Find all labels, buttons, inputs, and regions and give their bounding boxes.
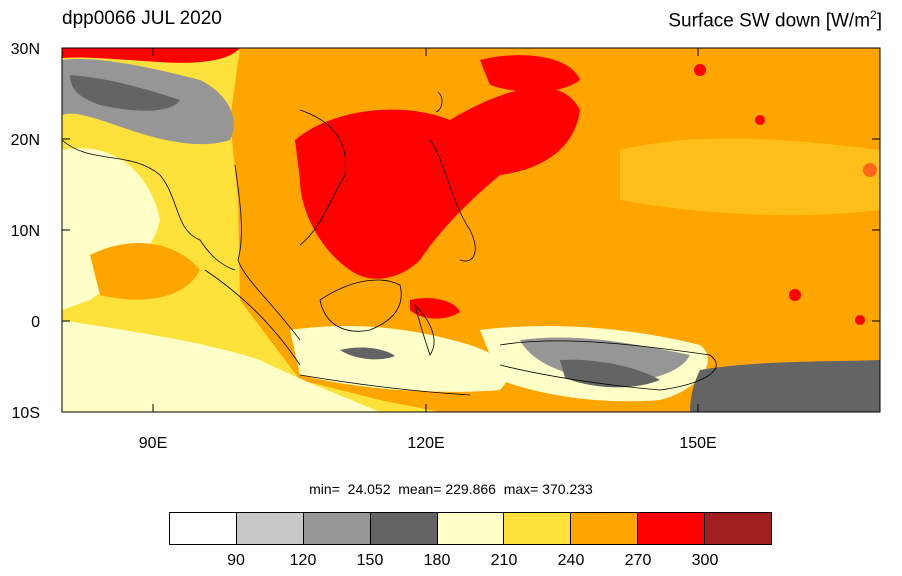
colorbar-label-150: 150	[356, 552, 384, 569]
coast-borneo	[319, 279, 402, 332]
colorbar-label-210: 210	[490, 552, 518, 569]
field-new-guinea-150	[520, 337, 690, 382]
field-scs-300	[295, 87, 580, 279]
units-superscript: 2	[870, 8, 877, 22]
coast-sulawesi	[414, 304, 435, 356]
variable-title: Surface SW down [W/m2]	[668, 8, 882, 32]
map-title: dpp0066 JUL 2020	[62, 8, 222, 29]
field-new-guinea-180	[560, 359, 660, 388]
field-tibet-180	[70, 75, 180, 111]
coast-malay-peninsula	[234, 164, 301, 341]
lon-label-150e: 150E	[679, 435, 716, 452]
field-north-300	[62, 48, 240, 63]
coast-new-guinea	[499, 340, 717, 391]
colorbar-swatch-7	[638, 513, 706, 544]
colorbar-label-90: 90	[227, 552, 245, 569]
field-solomon-180	[690, 360, 880, 412]
coast-java	[299, 374, 471, 396]
colorbar-label-180: 180	[423, 552, 451, 569]
field-speck-1	[694, 64, 706, 76]
field-indian-ocean-210	[62, 148, 160, 310]
variable-title-main: Surface SW down [W/m	[668, 10, 871, 32]
colorbar-swatch-5	[504, 513, 572, 544]
field-west-pacific-300	[480, 55, 580, 92]
colorbar-swatch-0	[170, 513, 237, 544]
colorbar-label-270: 270	[624, 552, 652, 569]
field-speck-2	[755, 115, 765, 125]
colorbar-swatch-1	[236, 513, 304, 544]
colorbar-swatch-8	[705, 513, 772, 544]
field-speck-5	[855, 315, 865, 325]
lat-label-0: 0	[31, 314, 40, 331]
lon-label-90e: 90E	[139, 435, 167, 452]
lon-labels: 90E 120E 150E	[139, 435, 717, 452]
lat-label-10s: 10S	[12, 405, 40, 422]
colorbar-label-120: 120	[289, 552, 317, 569]
field-speck-3	[863, 163, 877, 177]
colorbar	[169, 512, 772, 545]
coast-india-bay	[62, 139, 236, 271]
coast-vietnam	[299, 109, 347, 246]
lat-label-20n: 20N	[11, 132, 40, 149]
lat-label-10n: 10N	[11, 223, 40, 240]
lat-label-30n: 30N	[11, 41, 40, 58]
colorbar-swatch-2	[303, 513, 371, 544]
colorbar-swatch-3	[370, 513, 438, 544]
lat-labels: 30N 20N 10N 0 10S	[11, 41, 40, 422]
axis-ticks	[62, 47, 880, 413]
map-field	[62, 48, 880, 412]
coastlines	[62, 91, 717, 396]
colorbar-swatch-6	[571, 513, 639, 544]
field-south-210	[62, 320, 380, 412]
colorbar-label-300: 300	[691, 552, 719, 569]
variable-title-end: ]	[876, 10, 882, 32]
colorbar-labels: 90 120 150 180 210 240 270 300	[0, 552, 902, 572]
coast-taiwan	[435, 91, 443, 113]
coast-philippines	[429, 139, 476, 262]
stats-line: min= 24.052 mean= 229.866 max= 370.233	[309, 481, 593, 497]
field-borneo-south-180	[340, 347, 395, 360]
field-java-sea-210	[290, 325, 509, 392]
field-bay-270	[90, 243, 200, 300]
field-pacific-band	[620, 138, 880, 216]
colorbar-swatch-4	[437, 513, 505, 544]
field-speck-4	[789, 289, 801, 301]
lon-label-120e: 120E	[407, 435, 444, 452]
colorbar-label-240: 240	[557, 552, 585, 569]
coast-sumatra	[204, 269, 301, 366]
field-west-240	[62, 48, 440, 412]
